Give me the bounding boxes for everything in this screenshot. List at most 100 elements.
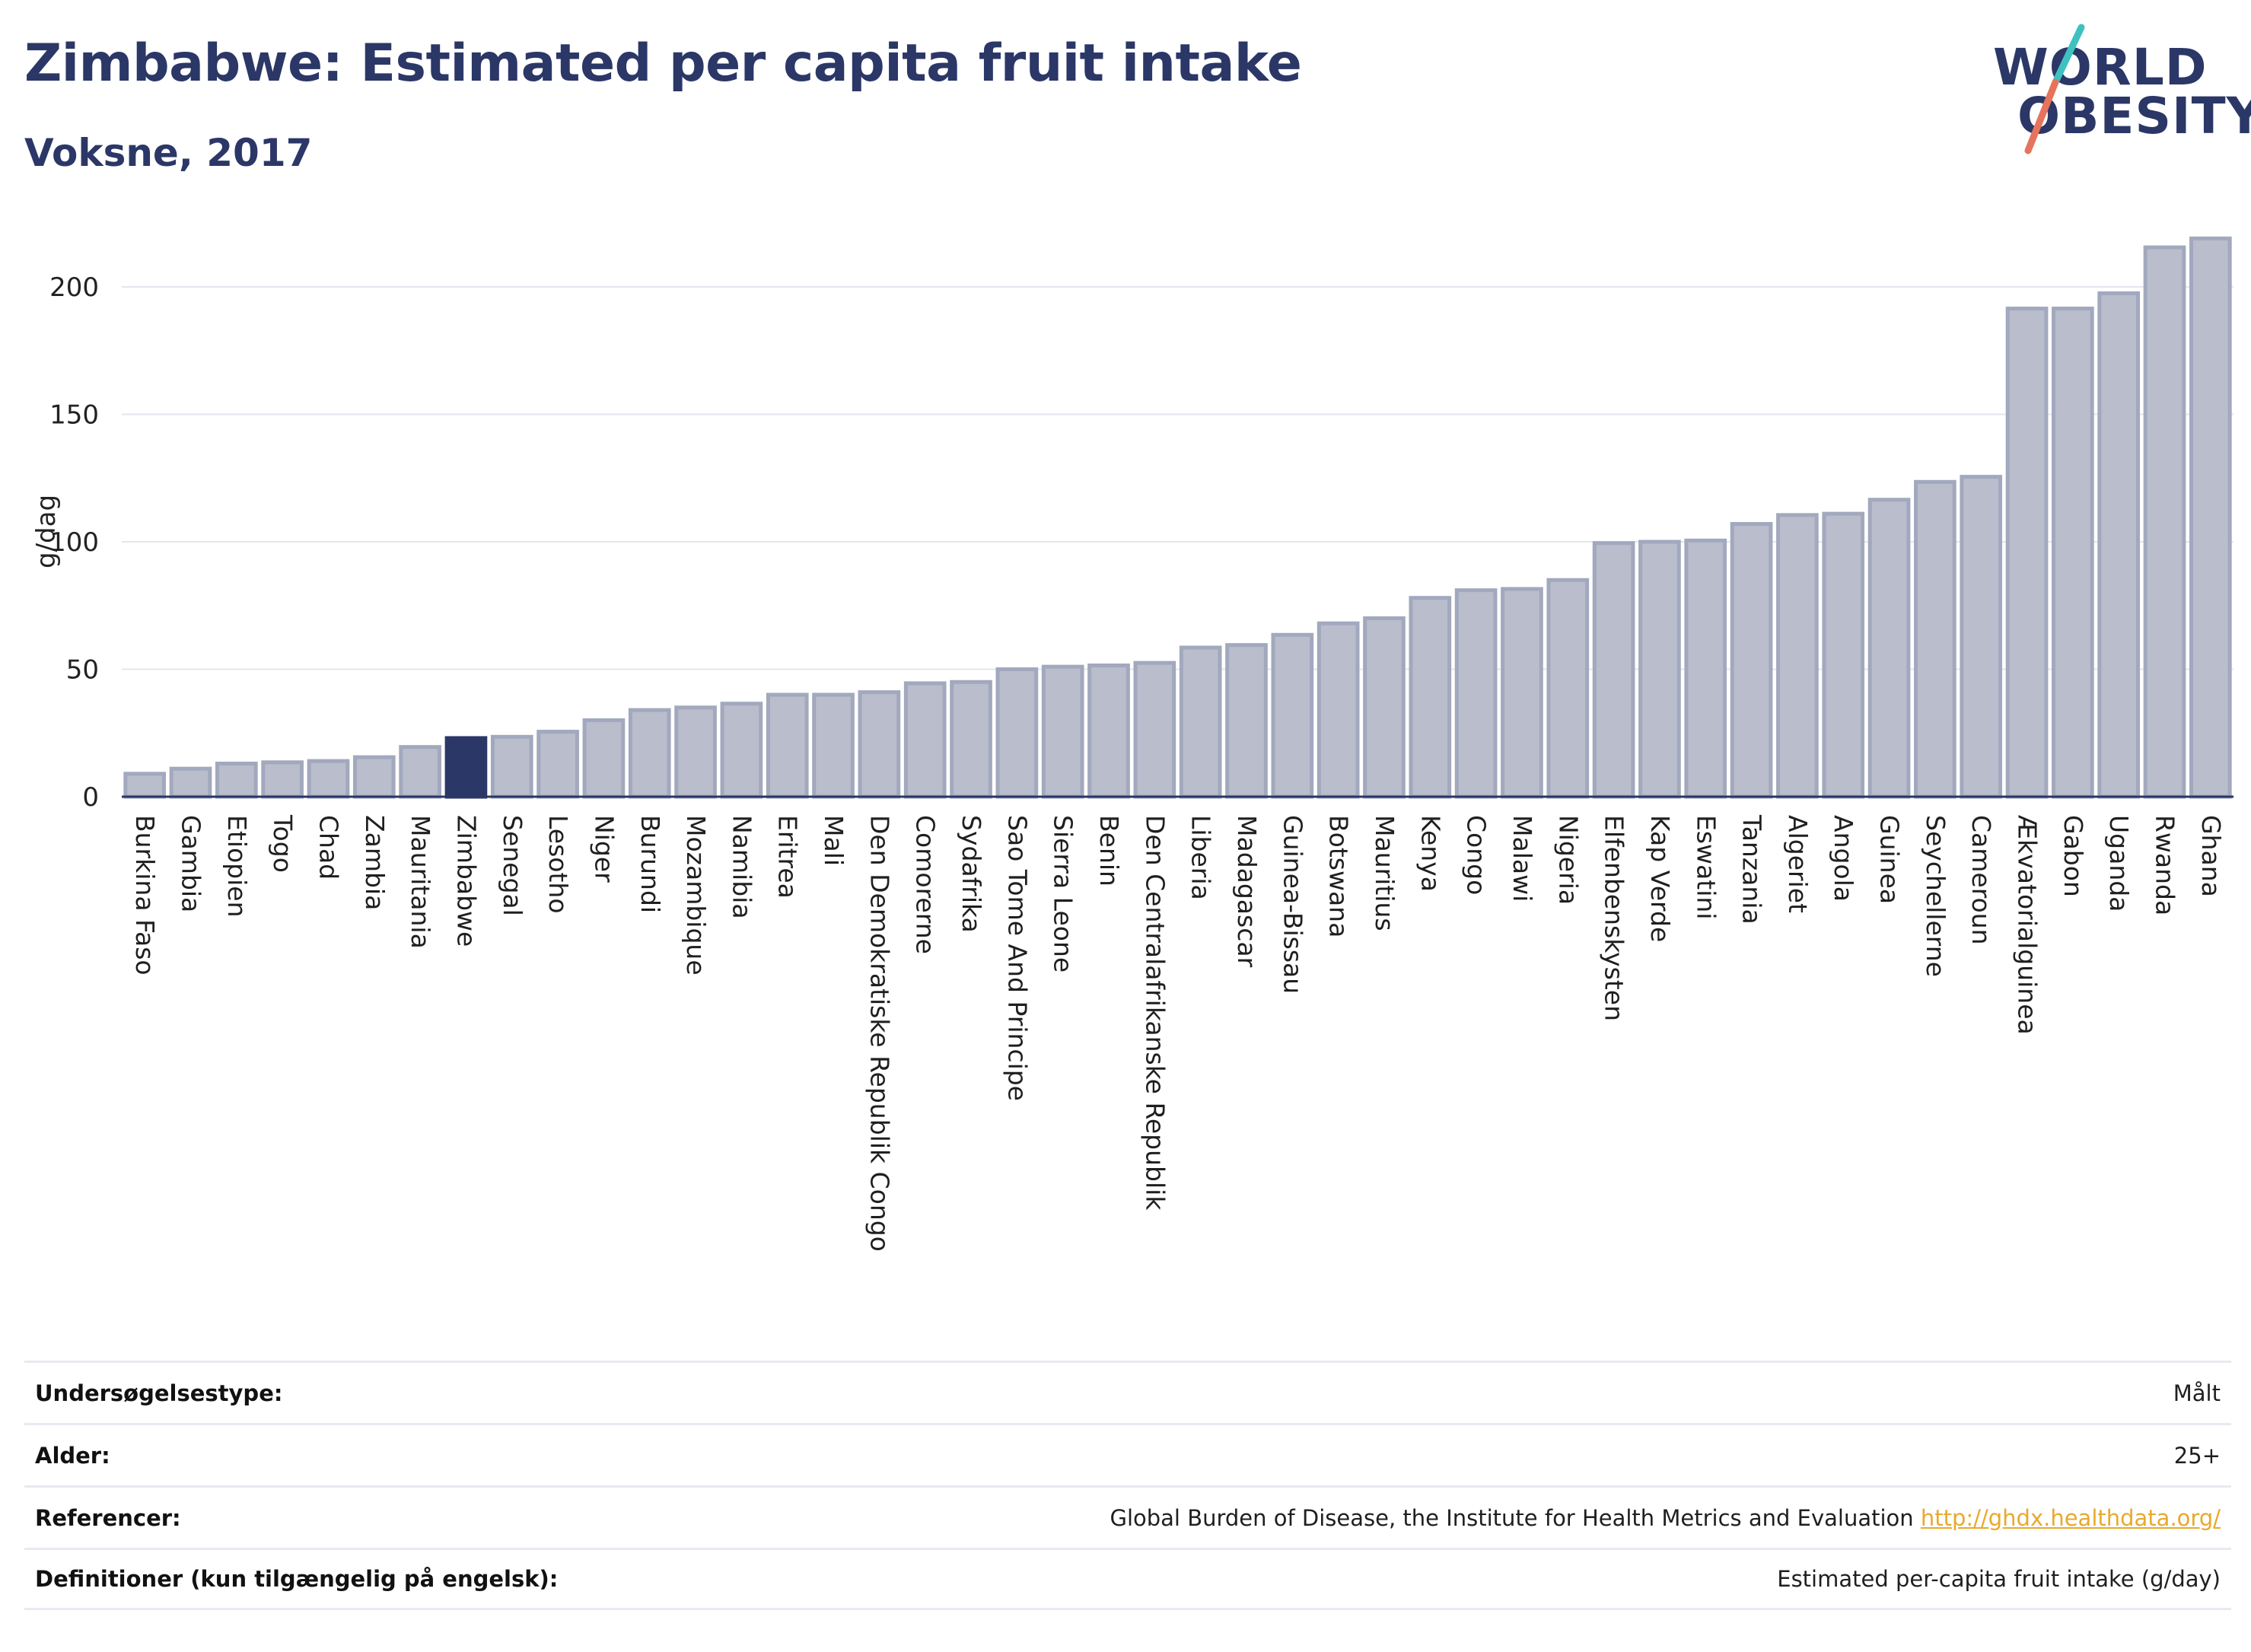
info-label: Definitioner (kun tilgængelig på engelsk… (35, 1566, 559, 1592)
bar (720, 702, 763, 799)
bar (1363, 616, 1406, 799)
bar (261, 760, 304, 799)
bar (1776, 513, 1819, 799)
bar (812, 692, 855, 799)
x-tick-label: Elfenbenskysten (1600, 815, 1629, 1021)
bar (1638, 540, 1681, 799)
x-tick-label: Benin (1094, 815, 1124, 886)
y-tick-label: 150 (49, 400, 99, 431)
x-tick-label: Kenya (1415, 815, 1445, 892)
x-tick-label: Comorerne (911, 815, 941, 954)
bar (123, 772, 166, 799)
x-tick-label: Niger (589, 815, 619, 883)
bar (1546, 578, 1590, 799)
info-row-survey-type: Undersøgelsestype: Målt (24, 1361, 2231, 1423)
bar (307, 759, 350, 799)
bar (1960, 475, 2003, 799)
bar (215, 761, 258, 799)
x-tick-label: Eswatini (1691, 815, 1721, 919)
x-tick-label: Zimbabwe (451, 815, 481, 947)
x-tick-label: Lesotho (543, 815, 573, 914)
bar (352, 755, 396, 799)
x-tick-label: Mauritania (406, 815, 435, 949)
bar (1087, 663, 1130, 799)
bar (1133, 660, 1176, 799)
x-tick-label: Seychellerne (1921, 815, 1950, 977)
info-row-references: Referencer: Global Burden of Disease, th… (24, 1485, 2231, 1548)
x-tick-label: Angola (1829, 815, 1858, 902)
bar (1041, 664, 1084, 799)
chart-title: Zimbabwe: Estimated per capita fruit int… (24, 33, 1302, 94)
bar (1867, 498, 1911, 799)
bar-highlight (444, 736, 488, 799)
chart-subtitle: Voksne, 2017 (24, 131, 313, 175)
x-tick-label: Malawi (1508, 815, 1537, 902)
info-value: Målt (2173, 1380, 2221, 1406)
x-tick-label: Cameroun (1966, 815, 1996, 945)
bar (628, 708, 671, 799)
x-tick-label: Rwanda (2151, 815, 2180, 915)
bar (1179, 645, 1222, 799)
bar (2097, 291, 2141, 799)
bar (536, 730, 579, 799)
info-label: Alder: (35, 1442, 110, 1469)
x-tick-label: Guinea-Bissau (1278, 815, 1307, 994)
x-tick-label: Kap Verde (1645, 815, 1675, 942)
x-tick-label: Gabon (2058, 815, 2088, 897)
info-table: Undersøgelsestype: Målt Alder: 25+ Refer… (24, 1361, 2231, 1610)
x-tick-label: Sierra Leone (1049, 815, 1078, 972)
x-tick-label: Mali (819, 815, 849, 866)
y-tick-label: 100 (49, 527, 99, 558)
bar (674, 705, 717, 799)
x-tick-label: Burundi (635, 815, 665, 913)
info-row-age: Alder: 25+ (24, 1423, 2231, 1485)
logo-slash-icon (2024, 24, 2085, 154)
x-tick-label: Etiopien (222, 815, 252, 917)
bar (169, 766, 212, 799)
x-tick-label: Liberia (1186, 815, 1216, 900)
bar (1730, 522, 1773, 799)
bar (1822, 511, 1865, 799)
reference-text: Global Burden of Disease, the Institute … (1110, 1504, 1914, 1531)
bar (1271, 632, 1314, 799)
info-label: Undersøgelsestype: (35, 1380, 283, 1406)
bar (1914, 479, 1956, 799)
world-obesity-logo[interactable]: WORLD OBESITY (1990, 23, 2251, 160)
x-tick-label: Namibia (727, 815, 756, 919)
bar (766, 692, 809, 799)
x-tick-label: Sao Tome And Principe (1002, 815, 1032, 1101)
bar (1592, 541, 1635, 799)
x-tick-label: Burkina Faso (130, 815, 160, 976)
info-value-references: Global Burden of Disease, the Institute … (1110, 1505, 2221, 1531)
bar (1317, 621, 1360, 799)
x-tick-label: Uganda (2104, 815, 2134, 912)
bar (1684, 538, 1727, 799)
x-tick-label: Botswana (1324, 815, 1354, 937)
x-tick-label: Guinea (1875, 815, 1905, 904)
y-tick-label: 200 (49, 272, 99, 303)
x-tick-label: Den Demokratiske Republik Congo (864, 815, 894, 1252)
bar (858, 690, 901, 799)
x-tick-label: Mauritius (1370, 815, 1399, 931)
bar (1501, 587, 1543, 799)
bar-chart: 0 50 100 150 200 g/dag Burkina Faso Gambia Etiop… (31, 236, 2233, 1252)
bar (2143, 245, 2186, 799)
bar (2052, 306, 2094, 799)
x-tick-label: Nigeria (1553, 815, 1583, 905)
x-tick-label: Ækvatorialguinea (2013, 815, 2042, 1035)
y-tick-label: 50 (66, 655, 99, 686)
x-tick-label: Tanzania (1737, 814, 1767, 925)
reference-link[interactable]: http://ghdx.healthdata.org/ (1920, 1504, 2221, 1531)
bar (399, 745, 441, 799)
bar (950, 680, 992, 799)
x-tick-label: Madagascar (1232, 815, 1262, 968)
x-tick-label: Algeriet (1783, 815, 1813, 913)
x-tick-label: Ghana (2196, 815, 2226, 897)
x-tick-label: Sydafrika (957, 815, 986, 933)
x-tick-label: Chad (314, 815, 343, 880)
y-axis-title: g/dag (31, 495, 62, 568)
bar (1225, 643, 1268, 799)
x-tick-label: Gambia (176, 815, 205, 912)
x-tick-label: Den Centralafrikanske Republik (1140, 815, 1170, 1211)
y-tick-label: 0 (82, 782, 99, 813)
